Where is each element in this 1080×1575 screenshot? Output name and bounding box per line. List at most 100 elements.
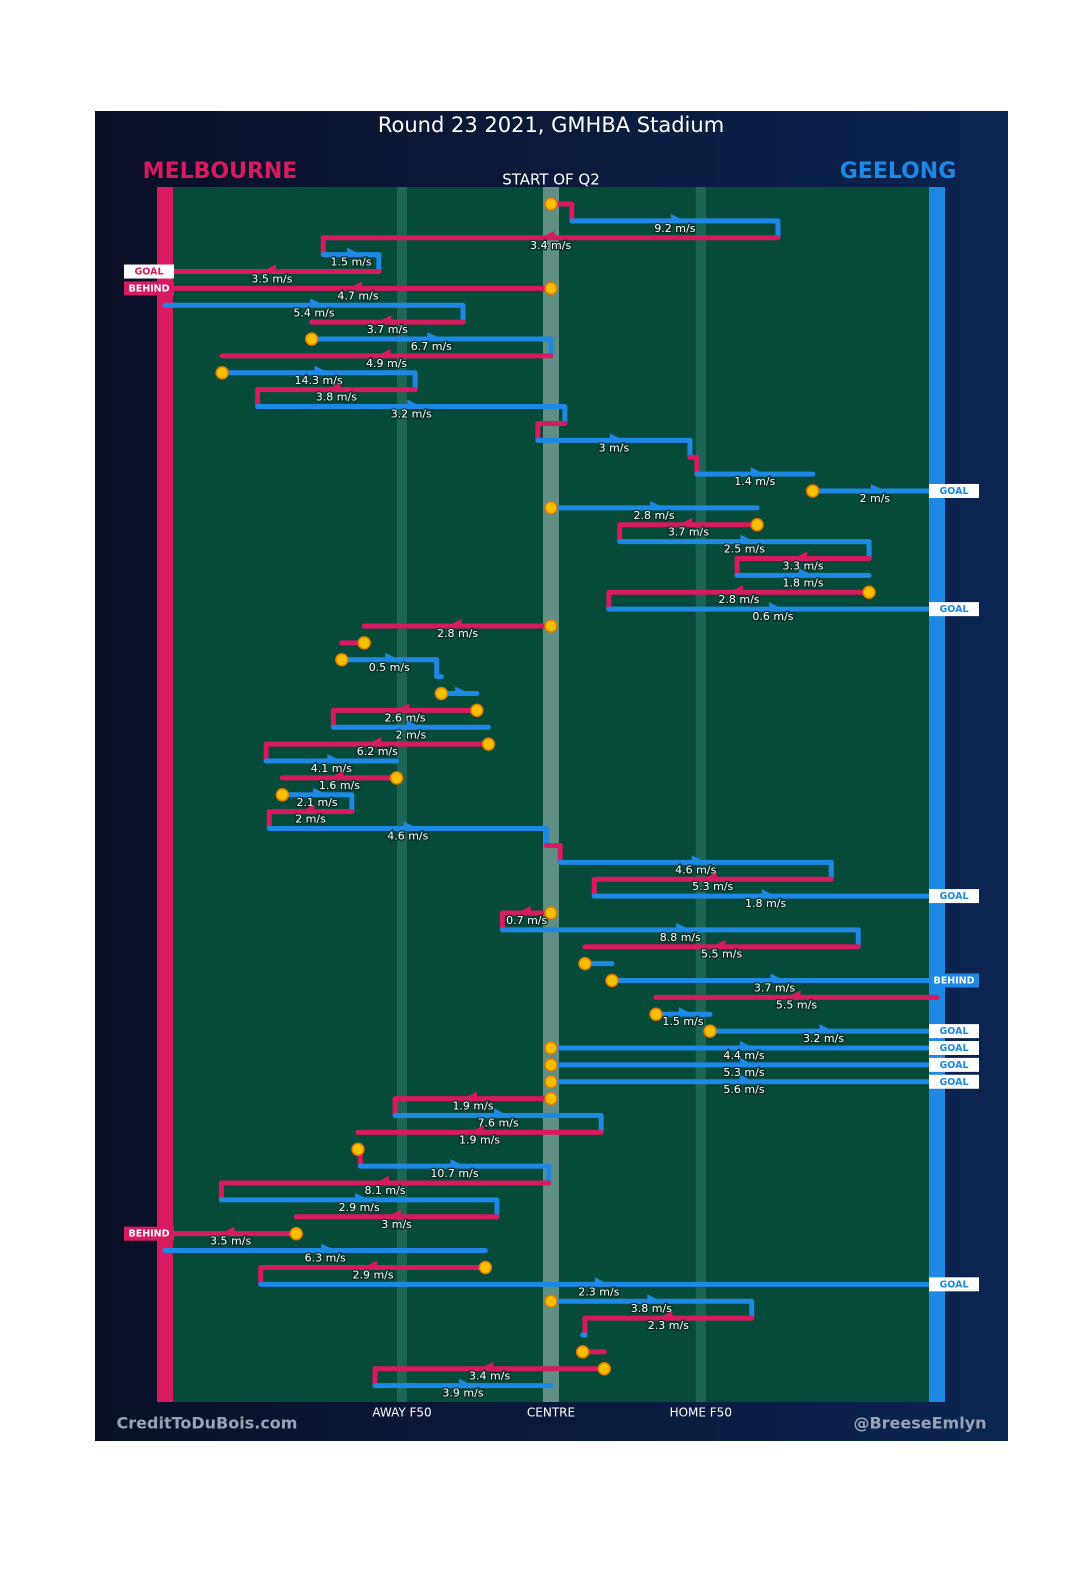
subtitle: START OF Q2 — [502, 171, 600, 189]
speed-label: 3.5 m/s — [210, 1235, 251, 1248]
speed-label: 1.5 m/s — [662, 1015, 703, 1028]
speed-label: 0.6 m/s — [752, 610, 793, 623]
arrowhead — [670, 213, 683, 220]
arrowhead — [768, 602, 781, 609]
result-label: GOAL — [939, 1077, 968, 1088]
stoppage-marker — [470, 703, 484, 718]
arrowhead — [355, 1192, 368, 1199]
arrowhead — [328, 382, 341, 389]
speed-label: 2.6 m/s — [385, 711, 426, 724]
result-label: BEHIND — [128, 283, 169, 294]
speed-label: 3.4 m/s — [530, 239, 571, 252]
result-box — [124, 264, 174, 279]
arrowhead — [403, 821, 416, 828]
speed-label: 3.2 m/s — [803, 1032, 844, 1045]
stoppage-marker — [351, 1142, 365, 1157]
arrowhead — [327, 754, 340, 761]
stoppage-marker — [703, 1024, 717, 1038]
speed-label: 1.8 m/s — [745, 897, 786, 910]
speed-label: 2 m/s — [295, 813, 326, 826]
stoppage-marker — [805, 484, 820, 498]
arrowhead — [799, 568, 812, 575]
result-box — [929, 1041, 979, 1055]
stoppage-marker — [215, 366, 229, 380]
speed-label: 2 m/s — [860, 492, 891, 505]
result-box — [929, 889, 979, 904]
arrowhead — [455, 686, 468, 693]
result-label: GOAL — [939, 1043, 968, 1054]
speed-label: 5.4 m/s — [293, 306, 334, 319]
stoppage-marker — [357, 636, 371, 650]
arrowhead — [302, 804, 315, 811]
result-label: BEHIND — [933, 975, 974, 986]
speed-label: 5.3 m/s — [692, 880, 733, 893]
stoppage-marker — [481, 737, 496, 751]
result-box — [929, 973, 979, 988]
arrowhead — [450, 1159, 463, 1166]
arrowhead — [458, 1378, 471, 1385]
arrowhead — [369, 737, 382, 744]
result-box — [124, 1226, 174, 1241]
team-bar — [157, 187, 173, 1402]
arrowhead — [594, 1277, 607, 1284]
speed-label: 5.3 m/s — [723, 1066, 764, 1079]
result-box — [929, 602, 979, 617]
arrowhead — [465, 1091, 478, 1098]
speed-label: 7.6 m/s — [478, 1117, 519, 1130]
arrowhead — [385, 652, 398, 659]
arrowhead — [740, 1057, 752, 1064]
speed-label: 6.7 m/s — [411, 340, 452, 353]
tick-stripe — [397, 187, 408, 1402]
arrowhead — [379, 315, 392, 322]
arrowhead — [321, 1243, 334, 1250]
speed-label: 2.3 m/s — [578, 1285, 619, 1298]
stoppage-marker — [304, 332, 319, 346]
arrowhead — [406, 720, 419, 727]
stoppage-marker — [544, 197, 558, 211]
arrowhead — [313, 787, 326, 794]
speed-label: 6.3 m/s — [305, 1252, 346, 1265]
x-tick-label: CENTRE — [527, 1406, 575, 1420]
result-box — [929, 1057, 979, 1072]
arrowhead — [471, 1125, 484, 1132]
arrowhead — [388, 1209, 401, 1216]
result-box — [929, 483, 979, 498]
result-label: GOAL — [939, 1026, 968, 1037]
speed-label: 2.1 m/s — [297, 796, 338, 809]
result-label: GOAL — [939, 1279, 968, 1290]
result-label: GOAL — [939, 486, 968, 497]
arrowhead — [365, 1260, 378, 1267]
arrowhead — [676, 922, 689, 929]
result-label: BEHIND — [128, 1229, 169, 1240]
team-name: MELBOURNE — [143, 159, 298, 184]
arrowhead — [740, 1074, 752, 1081]
speed-label: 5.6 m/s — [723, 1083, 764, 1096]
speed-label: 2 m/s — [396, 728, 427, 741]
result-box — [124, 281, 174, 296]
speed-label: 0.7 m/s — [506, 914, 547, 927]
result-box — [929, 1277, 979, 1292]
arrowhead — [427, 332, 440, 339]
result-label: GOAL — [939, 1060, 968, 1071]
arrowhead — [449, 619, 462, 625]
stoppage-marker — [578, 956, 592, 971]
speed-label: 3.9 m/s — [442, 1387, 483, 1400]
stoppage-marker — [544, 1075, 558, 1089]
arrowhead — [680, 517, 693, 524]
speed-label: 3.8 m/s — [316, 391, 357, 404]
x-tick-label: HOME F50 — [670, 1406, 732, 1420]
speed-label: 1.9 m/s — [459, 1133, 500, 1146]
speed-label: 3.2 m/s — [391, 408, 432, 421]
speed-label: 4.7 m/s — [337, 289, 378, 302]
stoppage-marker — [544, 1041, 558, 1055]
speed-label: 10.7 m/s — [430, 1167, 478, 1180]
arrowhead — [730, 585, 743, 592]
stoppage-marker — [575, 1345, 590, 1359]
stoppage-marker — [275, 788, 290, 802]
arrowhead — [704, 872, 717, 879]
speed-label: 9.2 m/s — [654, 222, 695, 235]
speed-label: 8.8 m/s — [660, 931, 701, 944]
arrowhead — [347, 247, 360, 254]
result-label: GOAL — [939, 604, 968, 615]
